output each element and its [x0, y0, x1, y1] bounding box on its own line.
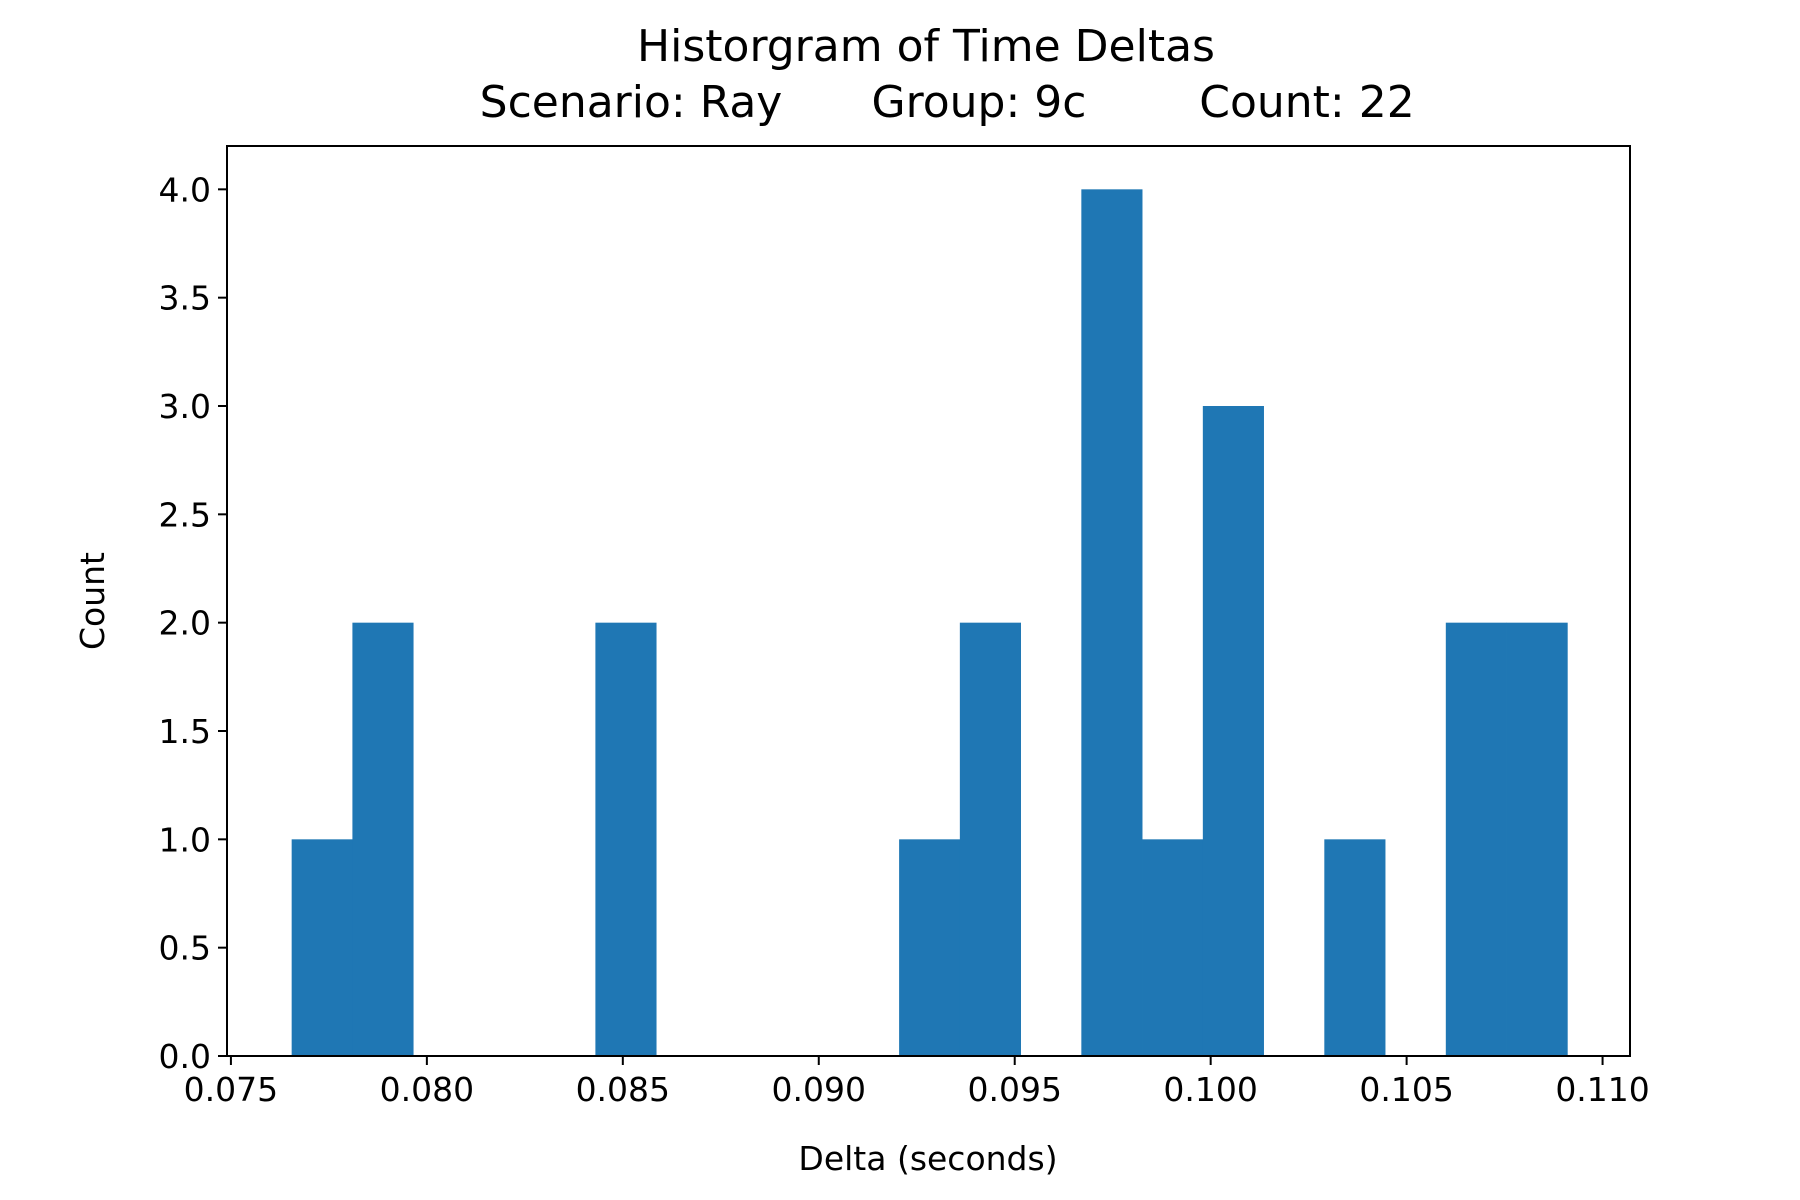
x-tick-label-6: 0.105 [1359, 1070, 1453, 1109]
y-tick-label-0: 0.0 [159, 1037, 211, 1076]
y-tick-label-6: 3.0 [159, 387, 211, 426]
histogram-bar-14 [1142, 839, 1204, 1056]
y-tick-label-7: 3.5 [159, 279, 211, 318]
histogram-bar-17 [1324, 839, 1386, 1056]
y-tick-label-3: 1.5 [159, 712, 211, 751]
y-tick-label-4: 2.0 [159, 604, 211, 643]
histogram-bar-1 [352, 622, 414, 1056]
bars-group [291, 189, 1568, 1056]
histogram-bar-10 [899, 839, 961, 1056]
histogram-bar-5 [595, 622, 657, 1056]
x-axis-label: Delta (seconds) [798, 1139, 1057, 1178]
histogram-bar-19 [1445, 622, 1507, 1056]
y-axis-ticks: 0.0 0.5 1.0 1.5 2.0 2.5 3.0 3.5 4.0 [159, 170, 227, 1076]
x-tick-label-0: 0.075 [184, 1070, 278, 1109]
x-tick-label-4: 0.095 [967, 1070, 1061, 1109]
y-tick-label-2: 1.0 [159, 820, 211, 859]
x-tick-label-7: 0.110 [1555, 1070, 1649, 1109]
x-axis-ticks: 0.075 0.080 0.085 0.090 0.095 0.100 0.105 0.110 [184, 1056, 1650, 1109]
subtitle-group: Group: 9c [872, 77, 1087, 128]
y-tick-label-1: 0.5 [159, 929, 211, 968]
subtitle-count: Count: 22 [1199, 77, 1414, 128]
histogram-bar-13 [1081, 189, 1143, 1056]
y-axis-label: Count [73, 552, 112, 650]
plot-frame [226, 145, 1631, 1057]
histogram-bar-0 [291, 839, 353, 1056]
x-tick-label-3: 0.090 [772, 1070, 866, 1109]
y-tick-label-8: 4.0 [159, 170, 211, 209]
chart-title: Historgram of Time Deltas [637, 21, 1215, 72]
x-tick-label-2: 0.085 [576, 1070, 670, 1109]
x-tick-label-5: 0.100 [1163, 1070, 1257, 1109]
subtitle-scenario: Scenario: Ray [480, 77, 783, 128]
histogram-bar-20 [1506, 622, 1568, 1056]
y-tick-label-5: 2.5 [159, 495, 211, 534]
histogram-bar-15 [1202, 406, 1264, 1056]
x-tick-label-1: 0.080 [380, 1070, 474, 1109]
histogram-bar-11 [959, 622, 1021, 1056]
